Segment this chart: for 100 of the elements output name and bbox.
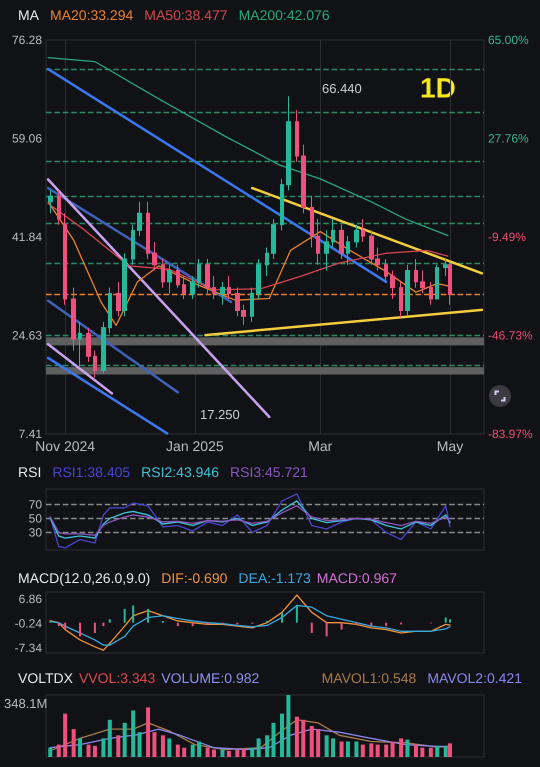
y-tick-label: 6.86 (18, 592, 42, 606)
candlestick (331, 218, 335, 248)
candlestick (429, 281, 433, 306)
bar (92, 746, 97, 757)
text: MAVOL1:0.548 (322, 670, 417, 686)
bar (176, 744, 180, 757)
bar (420, 748, 424, 757)
annotation: 1D (420, 72, 456, 104)
annotation: 66.440 (322, 81, 362, 96)
bar (376, 744, 380, 757)
candlestick (220, 281, 225, 306)
bar (220, 750, 224, 757)
text: RSI3:45.721 (230, 464, 308, 480)
x-tick-label: Jan 2025 (166, 438, 224, 454)
candlestick (93, 350, 97, 378)
bar (428, 748, 433, 757)
y2-tick-label: -83.97% (488, 427, 534, 441)
candlestick (167, 264, 172, 294)
bar (235, 750, 240, 757)
text: VVOL:3.343 (78, 670, 156, 686)
series-label: RSI1:38.405 (52, 464, 130, 480)
bar (72, 729, 76, 757)
y-tick-label: 30 (28, 525, 42, 540)
candlestick (190, 276, 195, 300)
bar (414, 744, 418, 757)
bar (108, 619, 111, 623)
bar (256, 738, 261, 757)
bar (390, 742, 395, 757)
bar (346, 742, 350, 757)
text: MA50:38.477 (144, 7, 228, 23)
candlestick (361, 218, 365, 242)
candlestick (71, 287, 76, 352)
bar (78, 738, 82, 757)
bar (310, 726, 314, 757)
candlestick (435, 264, 439, 300)
bar (190, 744, 195, 757)
bar (94, 622, 96, 634)
y-tick-label: 59.06 (12, 132, 42, 146)
bar (138, 732, 142, 757)
candlestick (324, 230, 329, 271)
candlestick (122, 252, 127, 317)
series-label: DIF:-0.690 (161, 570, 228, 586)
bar (108, 720, 112, 757)
y-tick-label: 70 (28, 497, 42, 512)
candlestick (339, 224, 344, 260)
bar (331, 738, 336, 757)
candlestick (197, 258, 201, 288)
text: MACD:0.967 (316, 570, 398, 586)
bar (405, 740, 410, 757)
candlestick (86, 327, 91, 362)
chart-title: VOLTDX (18, 670, 74, 686)
bar (131, 710, 136, 757)
bar (152, 732, 156, 757)
y-tick-label: -0.24 (14, 616, 42, 630)
bar (360, 744, 365, 757)
candlestick (108, 287, 112, 334)
candlestick (443, 258, 448, 277)
candlestick (414, 258, 418, 288)
bar (301, 720, 306, 757)
bar (399, 738, 404, 757)
bar (226, 750, 231, 757)
bar (265, 735, 270, 757)
bar (56, 744, 61, 757)
candlestick (256, 258, 261, 300)
bar (58, 622, 60, 626)
y-tick-label: -7.34 (14, 640, 42, 655)
bar (326, 622, 328, 636)
candlestick (146, 201, 150, 260)
candlestick (265, 247, 269, 277)
candlestick (405, 264, 410, 317)
candlestick (390, 270, 395, 300)
bar (444, 618, 447, 623)
y2-tick-label: -46.73% (488, 328, 534, 343)
bar (385, 622, 388, 626)
candlestick (131, 224, 135, 266)
bar (242, 748, 246, 757)
bar (296, 605, 298, 623)
line-series (50, 493, 451, 549)
candlestick (271, 218, 276, 260)
bar (147, 608, 150, 623)
bar (182, 748, 186, 757)
bar (250, 748, 254, 757)
bar (444, 746, 448, 757)
x-tick-label: Nov 2024 (35, 438, 96, 454)
text: MA200:42.076 (238, 7, 330, 23)
x-tick-label: Mar (308, 438, 333, 454)
bar (384, 744, 388, 757)
text: MA20:33.294 (50, 7, 134, 23)
bar (197, 742, 202, 757)
text: RSI2:43.946 (141, 464, 220, 480)
bar (294, 716, 299, 757)
text: VOLUME:0.982 (161, 670, 260, 686)
candlestick (212, 276, 216, 300)
candlestick (116, 281, 121, 317)
bar (160, 735, 165, 757)
bar (272, 722, 276, 757)
bar (435, 746, 440, 757)
bar (316, 729, 320, 757)
bar (280, 714, 284, 757)
candlestick (301, 144, 306, 214)
